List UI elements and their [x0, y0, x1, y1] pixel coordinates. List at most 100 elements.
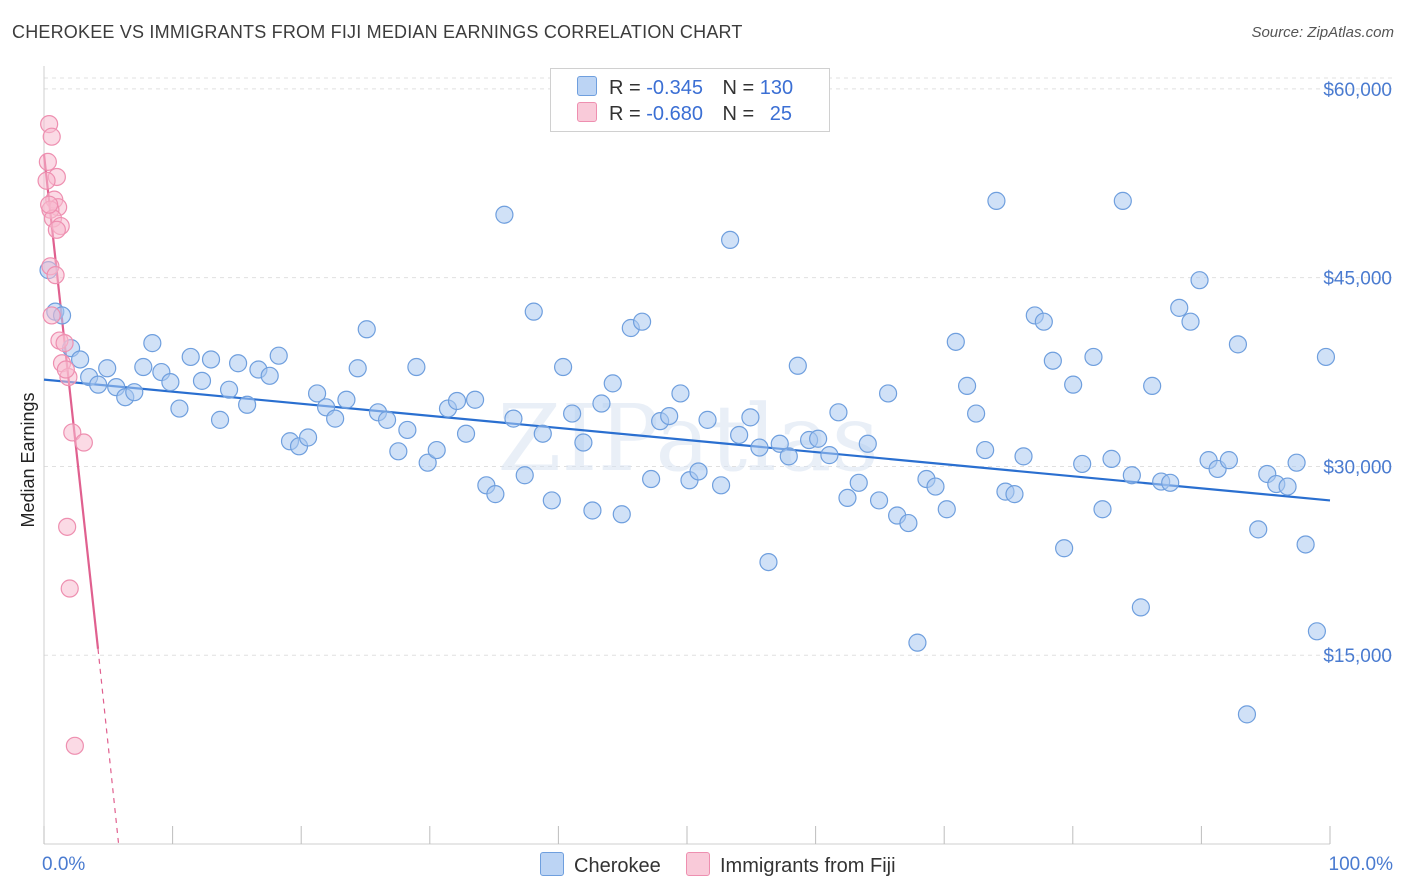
cherokee-point — [660, 406, 679, 426]
y-tick-label: $45,000 — [1323, 269, 1392, 290]
cherokee-point — [1073, 454, 1092, 474]
cherokee-point — [219, 380, 239, 399]
fiji-point — [58, 517, 77, 536]
bottom-swatch-fiji — [686, 852, 710, 876]
fiji-point — [74, 433, 93, 452]
cherokee-point — [407, 357, 426, 377]
cherokee-point — [741, 408, 760, 427]
cherokee-point — [770, 434, 789, 453]
cherokee-point — [1014, 447, 1033, 466]
cherokee-point — [170, 399, 189, 418]
fiji-point — [63, 423, 82, 442]
cherokee-point — [389, 442, 408, 461]
cherokee-point — [603, 374, 622, 393]
cherokee-point — [161, 373, 180, 392]
legend-n-value: 130 — [759, 77, 794, 99]
cherokee-point — [377, 410, 397, 429]
cherokee-point — [583, 501, 602, 520]
cherokee-point — [946, 332, 965, 351]
cherokee-point — [71, 350, 90, 369]
fiji-point — [65, 736, 84, 755]
cherokee-point — [228, 354, 248, 373]
trend-lines — [42, 154, 1331, 845]
cherokee-point — [495, 205, 514, 224]
cherokee-point — [967, 404, 986, 423]
fiji-point — [37, 171, 56, 190]
series-fiji — [37, 115, 93, 755]
legend-r-label: R = — [609, 103, 641, 125]
cherokee-point — [730, 425, 749, 445]
axes — [43, 66, 1331, 845]
legend-n-label: N = — [722, 77, 755, 99]
cherokee-point — [125, 383, 144, 402]
cherokee-point — [238, 395, 257, 414]
cherokee-point — [592, 394, 611, 413]
x-tick-label-end: 100.0% — [1329, 854, 1394, 875]
cherokee-point — [1043, 351, 1062, 370]
cherokee-point — [337, 390, 356, 409]
cherokee-point — [574, 433, 593, 452]
cherokee-point — [1296, 535, 1315, 554]
y-tick-label: $60,000 — [1323, 80, 1392, 101]
legend-row-fiji: R = -0.680 N = 25 — [577, 102, 792, 126]
fiji-point — [38, 152, 57, 171]
fiji-point — [46, 266, 65, 285]
cherokee-point — [181, 347, 200, 367]
cherokee-point — [326, 409, 345, 428]
cherokee-point — [779, 447, 798, 466]
fiji-point — [60, 579, 79, 598]
series-cherokee — [39, 191, 1336, 724]
cherokee-point — [307, 384, 327, 403]
cherokee-point — [721, 230, 740, 250]
cherokee-point — [427, 440, 446, 460]
cherokee-point — [869, 491, 889, 510]
cherokee-point — [829, 403, 848, 422]
cherokee-point — [1316, 347, 1336, 367]
cherokee-point — [957, 376, 977, 395]
cherokee-point — [533, 424, 552, 443]
fiji-point — [42, 127, 61, 146]
cherokee-point — [1005, 485, 1024, 504]
cherokee-point — [553, 357, 573, 377]
legend-n-label: N = — [722, 103, 755, 125]
cherokee-point — [698, 410, 717, 429]
x-tick-label-start: 0.0% — [42, 854, 85, 875]
chart-source: Source: ZipAtlas.com — [1251, 24, 1394, 41]
cherokee-point — [1278, 477, 1297, 496]
cherokee-point — [542, 491, 561, 510]
cherokee-point — [524, 302, 543, 321]
cherokee-point — [1131, 598, 1150, 617]
cherokee-point — [1219, 451, 1238, 470]
stats-legend: R = -0.345 N = 130 R = -0.680 N = 25 — [550, 68, 830, 132]
cherokee-point — [447, 391, 467, 411]
cherokee-point — [201, 350, 221, 369]
cherokee-point — [671, 384, 690, 403]
bottom-legend-cherokee: Cherokee — [540, 852, 661, 878]
cherokee-point — [269, 346, 288, 365]
y-tick-label: $30,000 — [1323, 457, 1392, 478]
bottom-swatch-cherokee — [540, 852, 564, 876]
cherokee-point — [750, 438, 769, 457]
cherokee-point — [1190, 271, 1209, 290]
cherokee-point — [1102, 449, 1121, 468]
fiji-point — [47, 220, 66, 239]
cherokee-point — [210, 410, 230, 429]
cherokee-point — [1034, 312, 1053, 331]
cherokee-point — [976, 440, 995, 460]
cherokee-point — [89, 375, 108, 394]
cherokee-point — [260, 366, 279, 385]
cherokee-point — [632, 312, 652, 331]
cherokee-point — [1122, 466, 1141, 485]
cherokee-point — [612, 505, 631, 524]
bottom-label-cherokee: Cherokee — [574, 855, 661, 877]
fiji-point — [56, 360, 75, 379]
cherokee-point — [357, 320, 376, 339]
cherokee-point — [926, 477, 945, 496]
cherokee-point — [899, 513, 918, 533]
fiji-point — [42, 306, 61, 325]
legend-n-value: 25 — [769, 103, 793, 125]
cherokee-point — [348, 359, 367, 378]
cherokee-point — [563, 404, 582, 423]
legend-r-value: -0.680 — [646, 103, 703, 125]
cherokee-point — [98, 359, 117, 378]
